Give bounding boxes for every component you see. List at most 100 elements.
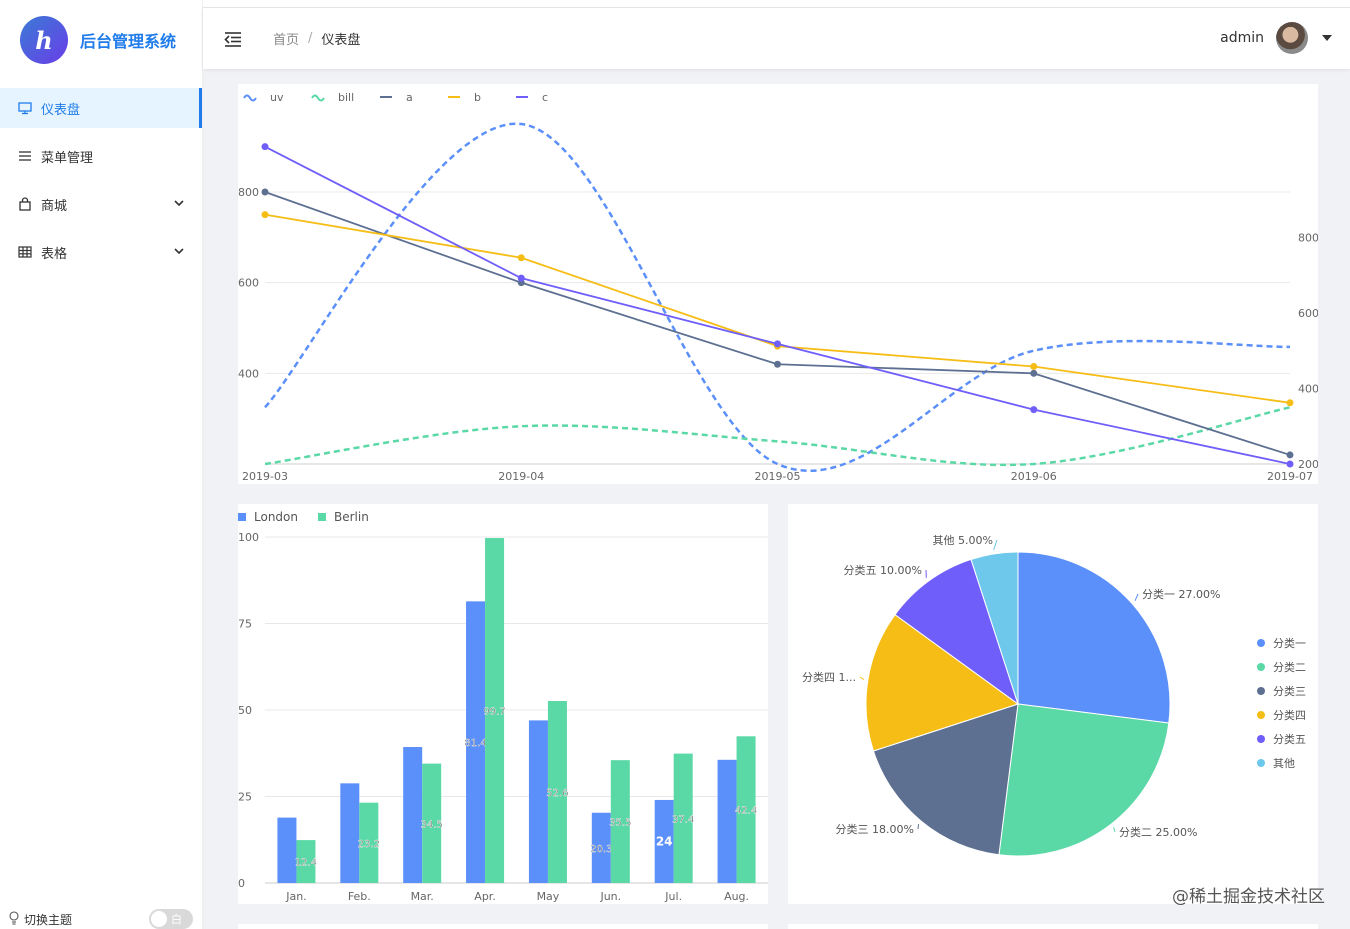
legend-label: London [254,510,298,524]
legend-item: 分类五 [1257,732,1306,746]
bar-berlin [296,840,316,883]
avatar[interactable] [1276,22,1308,54]
y-tick-label: 50 [238,704,252,717]
pie-slice [970,551,1019,705]
legend-label: 分类一 [1273,636,1306,650]
legend-marker [1257,759,1265,767]
pie-slice [872,703,1019,856]
legend-label: 分类二 [1273,660,1306,674]
data-label: 81.4 [464,738,486,749]
bar-berlin [673,753,693,883]
pie-label: 分类四 1... [802,670,856,684]
legend-marker [1257,687,1265,695]
sidebar-item-label: 商城 [41,198,68,214]
watermark: @稀土掘金技术社区 [1172,887,1325,907]
sidebar: h 后台管理系统 仪表盘 菜单管理 商城 [0,0,203,929]
top-strip [203,0,1350,8]
user-menu[interactable]: admin [1220,22,1332,54]
line-chart-card: 400 600 800 200 400 600 800 2019-03 2019-04 2019-… [238,84,1319,484]
caret-down-icon[interactable] [1322,30,1332,46]
username: admin [1220,30,1264,46]
pie-leader-line [917,824,920,830]
legend-label: 其他 [1273,757,1295,770]
sidebar-item-label: 表格 [41,246,68,262]
bar-london [340,783,360,883]
data-label: 42.4 [735,806,757,817]
bar-london [717,759,737,883]
x-tick-label: 2019-07 [1267,470,1313,483]
data-label: 20.3 [590,844,612,855]
data-point [1286,460,1294,468]
pie-label: 其他 5.00% [933,534,993,547]
pie-label: 分类五 10.00% [844,563,922,577]
pie-slice [865,613,1020,752]
data-label: 12.4 [295,858,317,869]
theme-toggle[interactable]: 白 [149,909,193,929]
breadcrumb-separator: / [308,31,313,46]
app-title: 后台管理系统 [80,32,177,51]
menu-fold-icon[interactable] [223,29,243,49]
data-label: 52.6 [546,788,568,799]
sidebar-item-menu-management[interactable]: 菜单管理 [0,136,202,176]
legend-label: bill [338,91,354,104]
sidebar-item-label: 菜单管理 [41,150,94,166]
data-point [1030,406,1038,414]
chevron-down-icon [173,197,185,213]
legend-item-c: c [516,91,548,104]
x-tick-label: Apr. [474,890,496,903]
sidebar-item-table[interactable]: 表格 [0,232,202,272]
x-tick-label: Jan. [285,890,306,903]
breadcrumb-home[interactable]: 首页 [273,33,300,48]
x-tick-label: Aug. [724,890,749,903]
legend-label: Berlin [334,510,369,524]
pie-leader-line [993,539,998,551]
legend-label: 分类五 [1273,732,1306,746]
logo-mark: h [20,16,68,64]
data-point [261,211,269,219]
theme-label: 切换主题 [24,912,73,927]
list-icon [17,148,33,164]
bar-berlin [610,760,630,883]
legend-item-london: London [238,510,298,524]
sidebar-item-label: 仪表盘 [41,102,81,118]
data-label: 34.5 [421,819,443,830]
legend-marker [238,513,246,521]
bar-berlin [547,701,567,883]
series-line-a [264,191,1291,456]
bar-berlin [485,538,505,883]
data-point [1286,399,1294,407]
y-tick-label: 0 [238,877,245,890]
pie-label: 分类二 25.00% [1119,825,1197,839]
toggle-text: 白 [171,913,182,926]
y-tick-label-right: 400 [1298,382,1318,395]
legend-label: c [542,91,548,104]
breadcrumb-current: 仪表盘 [321,33,361,48]
data-label: 99.7 [483,707,505,718]
y-tick-label: 25 [238,791,252,804]
legend-item-berlin: Berlin [318,510,369,524]
pie-label: 分类一 27.00% [1142,587,1220,601]
legend-marker [1257,735,1265,743]
pie-slice [1017,551,1171,724]
legend-item-b: b [448,91,481,104]
logo[interactable]: h 后台管理系统 [0,0,202,80]
bar-london [654,799,674,883]
y-tick-label-left: 600 [238,277,259,290]
table-icon [17,244,33,260]
sidebar-item-mall[interactable]: 商城 [0,184,202,224]
card-placeholder [788,924,1318,929]
pie-leader-line [1134,593,1139,602]
legend-marker [1257,663,1265,671]
legend-item: 分类三 [1257,684,1306,698]
sidebar-item-dashboard[interactable]: 仪表盘 [0,88,202,128]
sidebar-menu: 仪表盘 菜单管理 商城 表格 [0,88,202,272]
breadcrumb: 首页 / 仪表盘 [273,29,360,48]
bar-london [528,720,548,883]
card-placeholder [238,924,768,929]
chevron-down-icon [173,245,185,261]
data-point [774,340,781,348]
pie-slice [998,703,1170,857]
bar-berlin [736,736,756,883]
legend-marker [1257,711,1265,719]
legend-marker [318,513,326,521]
